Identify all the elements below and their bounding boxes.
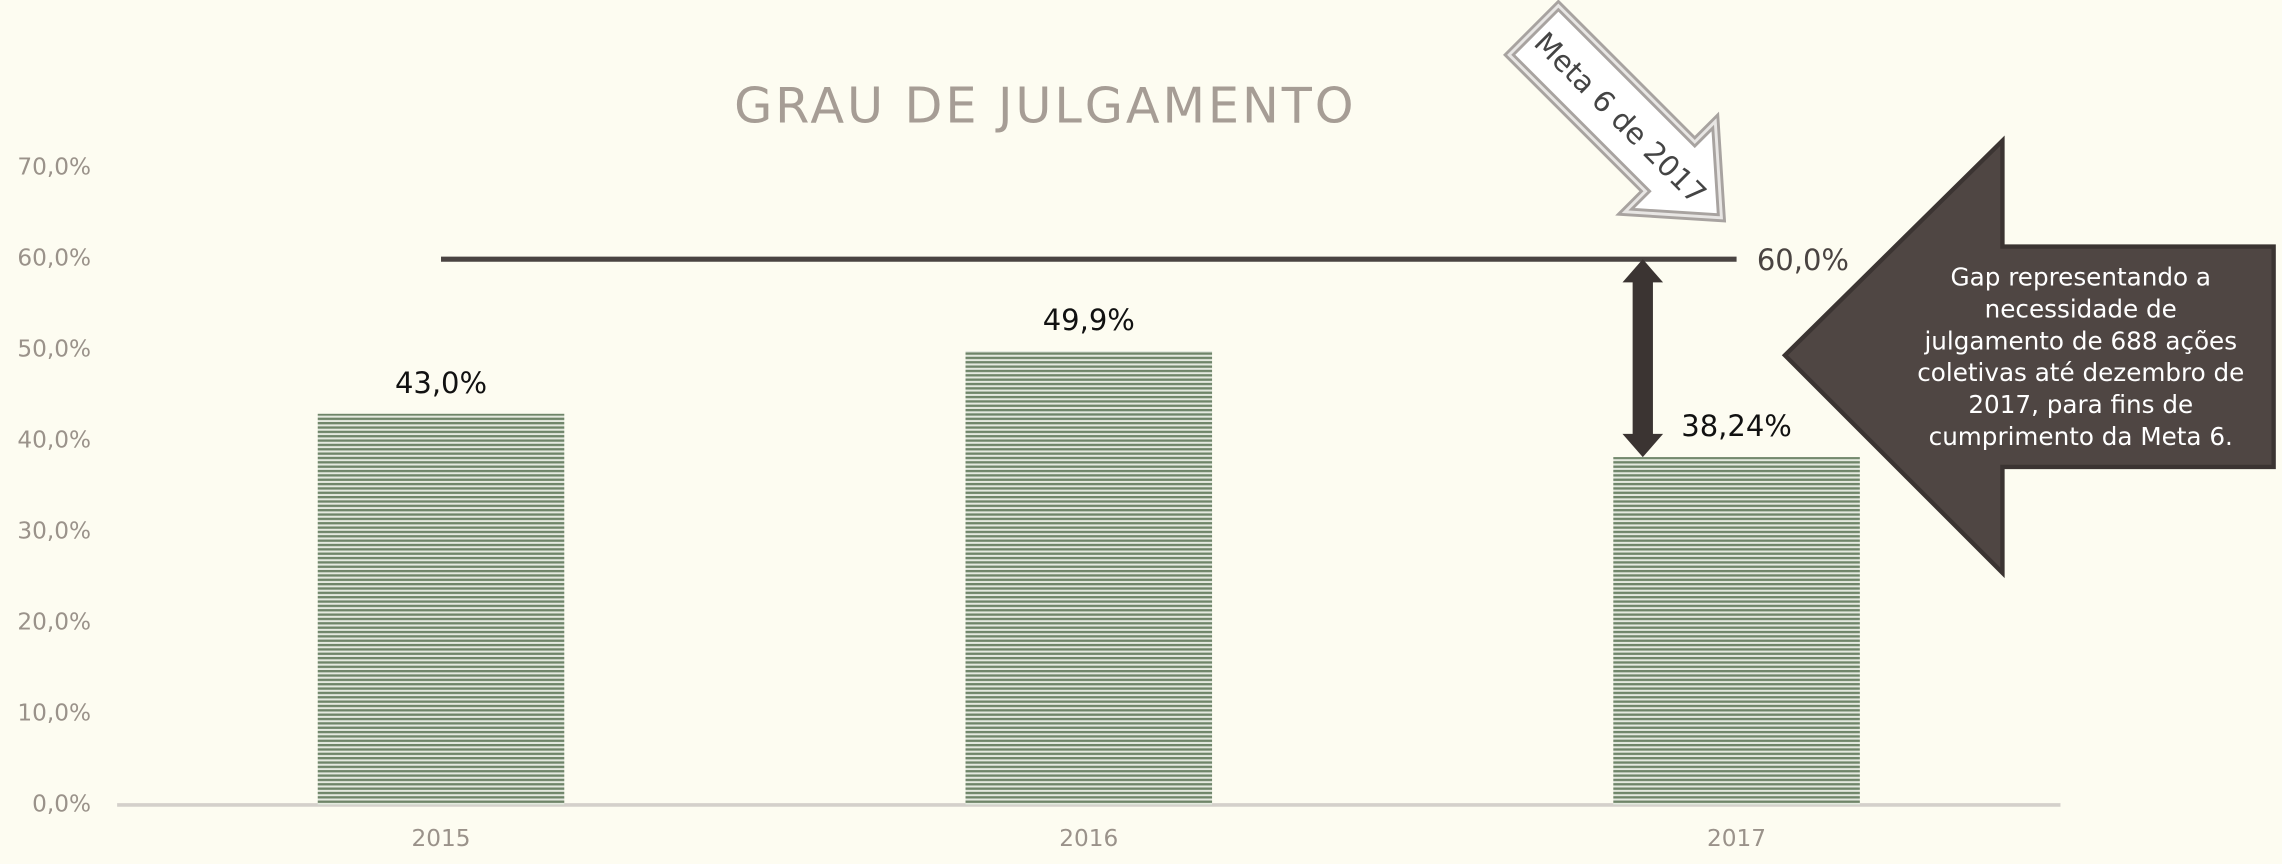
- meta-arrow-label: Meta 6 de 2017: [1528, 25, 1713, 210]
- callout-line: cumprimento da Meta 6.: [1929, 422, 2233, 451]
- bar: [965, 351, 1213, 805]
- x-tick-label: 2015: [412, 825, 471, 852]
- y-tick-label: 20,0%: [17, 608, 91, 635]
- callout-line: necessidade de: [1985, 294, 2177, 323]
- callout-line: 2017, para fins de: [1968, 390, 2193, 419]
- gap-callout: Gap representando a necessidade de julgame…: [1781, 135, 2276, 579]
- bar: [317, 413, 565, 805]
- callout-line: julgamento de 688 ações: [1923, 326, 2237, 355]
- y-tick-label: 40,0%: [17, 427, 91, 454]
- target-label: 60,0%: [1757, 243, 1849, 277]
- callout-line: coletivas até dezembro de: [1917, 358, 2244, 387]
- value-label: 38,24%: [1681, 409, 1792, 443]
- y-tick-label: 60,0%: [17, 245, 91, 272]
- x-tick-label: 2017: [1707, 825, 1766, 852]
- callout-line: Gap representando a: [1951, 262, 2211, 291]
- bar: [1613, 457, 1860, 805]
- y-tick-label: 10,0%: [17, 699, 91, 726]
- x-tick-label: 2016: [1059, 825, 1118, 852]
- y-tick-label: 50,0%: [17, 336, 91, 363]
- y-tick-label: 0,0%: [32, 790, 91, 817]
- value-label: 49,9%: [1043, 303, 1135, 337]
- y-tick-label: 30,0%: [17, 518, 91, 545]
- meta-arrow: Meta 6 de 2017: [1503, 0, 1727, 223]
- value-label: 43,0%: [395, 366, 487, 400]
- chart-title: GRAU DE JULGAMENTO: [734, 76, 1356, 134]
- gap-arrow: [1622, 259, 1664, 458]
- y-tick-label: 70,0%: [17, 154, 91, 181]
